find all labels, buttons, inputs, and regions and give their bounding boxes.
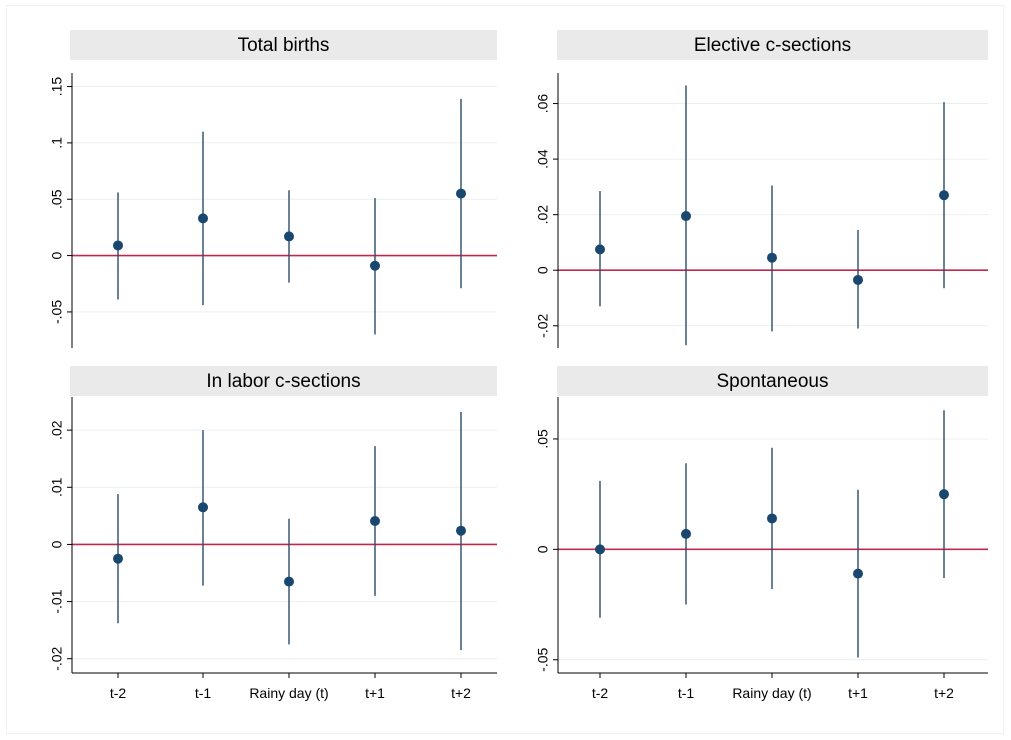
point-estimate [767, 252, 777, 263]
point-estimate [681, 211, 691, 222]
y-tick-label: -.02 [49, 646, 65, 670]
panel-header [70, 366, 497, 396]
point-estimate [853, 568, 863, 579]
point-estimate [681, 528, 691, 539]
point-estimate [767, 513, 777, 524]
y-tick-label: .06 [535, 94, 551, 114]
point-estimate [284, 231, 294, 242]
figure-border [6, 5, 1004, 734]
y-tick-label: .15 [49, 77, 65, 97]
y-tick-label: -.05 [49, 300, 65, 324]
point-estimate [595, 544, 605, 555]
point-estimate [939, 489, 949, 500]
point-estimate [939, 190, 949, 201]
point-estimate [284, 576, 294, 587]
y-tick-label: 0 [49, 540, 65, 548]
point-estimate [853, 274, 863, 285]
point-estimate [198, 213, 208, 224]
x-tick-label: t+1 [848, 685, 868, 701]
y-tick-label: .1 [49, 137, 65, 149]
x-tick-label: Rainy day (t) [249, 685, 328, 701]
panel-elective-c-sections: Elective c-sections -.02 0 .02 .04 .06 [535, 30, 988, 348]
panel-in-labor-c-sections: In labor c-sections -.02 -.01 0 .01 .02 t-2 t-… [49, 366, 497, 701]
x-tick-label: t+1 [365, 685, 385, 701]
panel-header [557, 366, 988, 396]
x-tick-label: t-2 [592, 685, 609, 701]
panel-title: In labor c-sections [206, 371, 360, 392]
point-estimate [198, 502, 208, 513]
point-estimate [113, 240, 123, 251]
panel-marks: -.02 0 .02 .04 .06 [535, 73, 988, 348]
panel-header [557, 30, 988, 60]
panel-total-births: Total births -.05 0 .05 .1 .15 [49, 30, 497, 348]
y-tick-label: 0 [49, 251, 65, 259]
point-estimate [370, 260, 380, 271]
panel-marks: -.05 0 .05 .1 .15 [49, 73, 497, 348]
panel-marks: -.05 0 .05 t-2 t-1 Rainy day (t) t+1 t+2 [535, 397, 988, 701]
panel-title: Elective c-sections [694, 35, 851, 56]
y-tick-label: .02 [49, 420, 65, 440]
y-tick-label: .05 [49, 189, 65, 209]
point-estimate [113, 553, 123, 564]
x-tick-label: t+2 [451, 685, 471, 701]
panel-spontaneous: Spontaneous -.05 0 .05 t-2 t-1 Rainy day (t) t… [535, 366, 988, 701]
point-estimate [456, 188, 466, 199]
panel-title: Total births [238, 35, 330, 56]
y-tick-label: -.01 [49, 589, 65, 613]
y-tick-label: .02 [535, 205, 551, 225]
point-estimate [456, 525, 466, 536]
y-tick-label: 0 [535, 266, 551, 274]
panel-marks: -.02 -.01 0 .01 .02 t-2 t-1 Rainy day (t) t+1 t+2 [49, 397, 497, 701]
y-tick-label: .04 [535, 149, 551, 169]
x-tick-label: t+2 [934, 685, 954, 701]
y-tick-label: 0 [535, 545, 551, 553]
panel-header [70, 30, 497, 60]
x-tick-label: t-1 [195, 685, 212, 701]
panel-title: Spontaneous [717, 371, 829, 392]
y-tick-label: -.02 [535, 314, 551, 338]
x-tick-label: t-1 [678, 685, 695, 701]
point-estimate [370, 516, 380, 526]
y-tick-label: -.05 [535, 647, 551, 671]
y-tick-label: .05 [535, 429, 551, 449]
x-tick-label: Rainy day (t) [732, 685, 811, 701]
y-tick-label: .01 [49, 477, 65, 497]
x-tick-label: t-2 [110, 685, 127, 701]
point-estimate [595, 244, 605, 255]
